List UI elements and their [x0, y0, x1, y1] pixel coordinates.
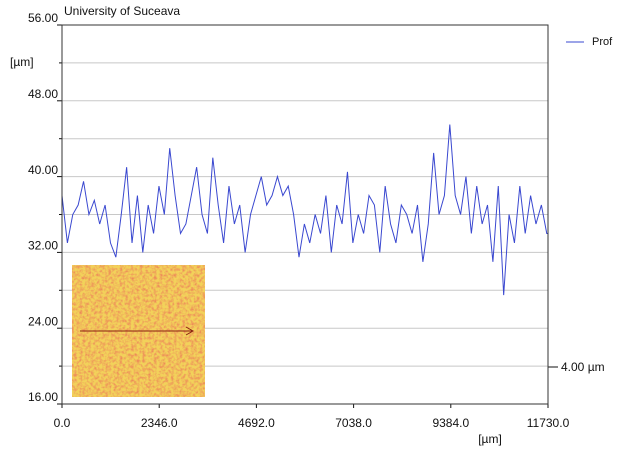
y-tick-label: 48.00 — [28, 87, 58, 101]
y-tick-label: 40.00 — [28, 163, 58, 177]
y-tick-label: 16.00 — [28, 390, 58, 404]
y-axis-label: [µm] — [10, 55, 34, 69]
inset-image — [72, 265, 205, 397]
x-tick-label: 4692.0 — [238, 416, 275, 430]
y-tick-label: 56.00 — [28, 11, 58, 25]
scale-label: 4.00 µm — [561, 360, 605, 374]
x-axis-label: [µm] — [478, 432, 502, 446]
legend-label: Prof — [592, 36, 613, 48]
y-tick-label: 32.00 — [28, 239, 58, 253]
x-tick-label: 2346.0 — [141, 416, 178, 430]
x-tick-label: 7038.0 — [335, 416, 372, 430]
x-tick-label: 9384.0 — [432, 416, 469, 430]
y-tick-label: 24.00 — [28, 314, 58, 328]
profile-line — [61, 124, 548, 296]
profile-arrow-head — [185, 326, 195, 336]
plot-frame — [61, 24, 549, 405]
chart-title: University of Suceava — [64, 4, 180, 18]
x-tick-label: 0.0 — [54, 416, 71, 430]
x-tick-label: 11730.0 — [527, 416, 570, 430]
